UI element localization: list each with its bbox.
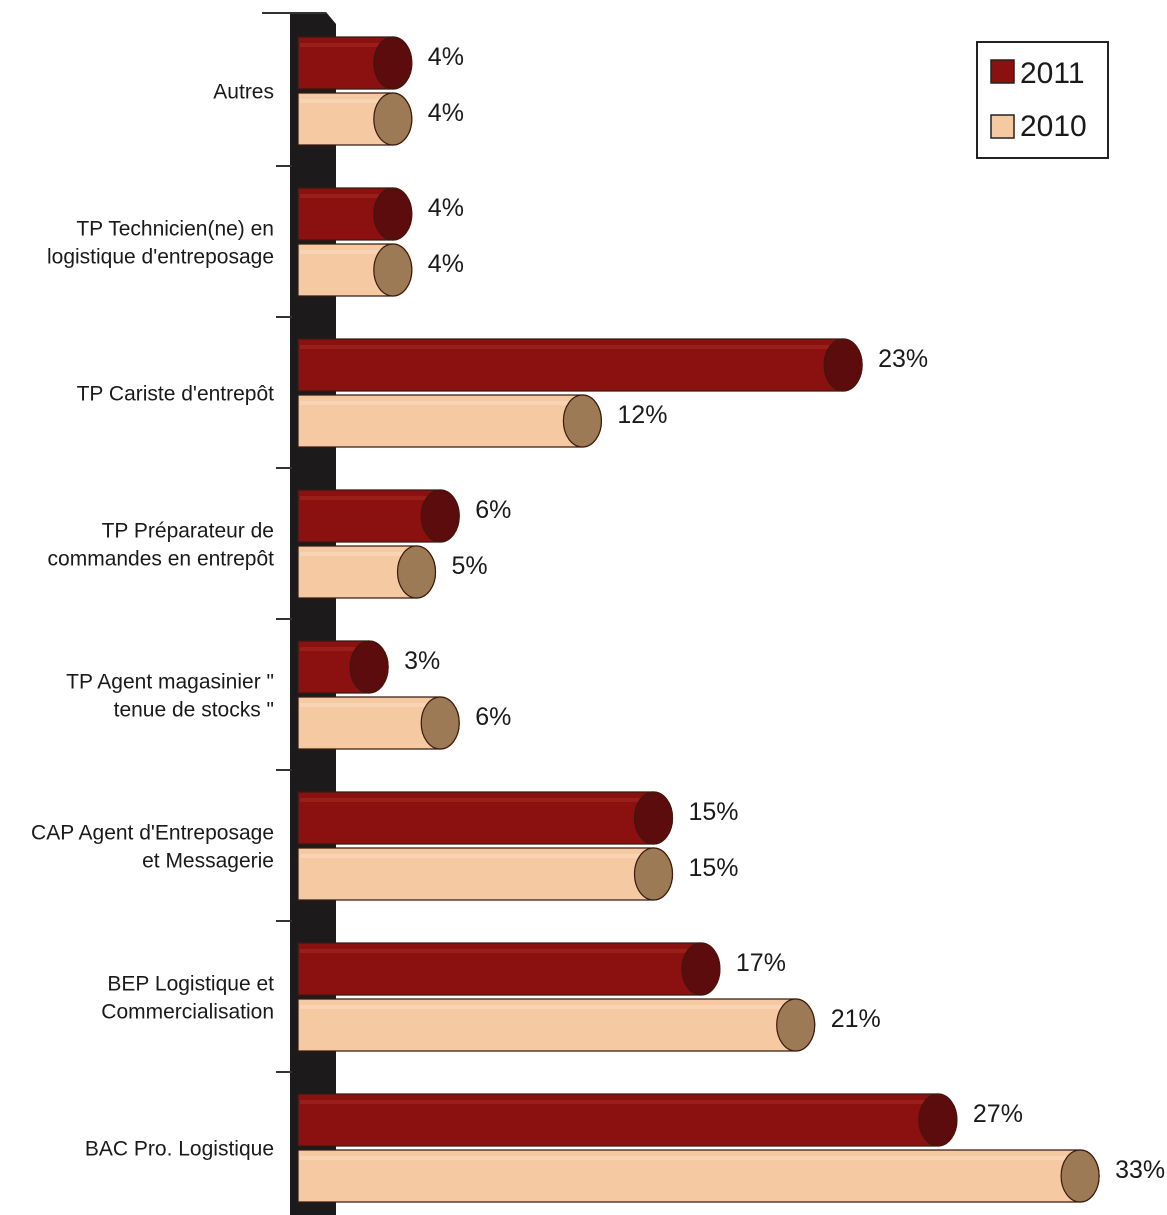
category-label: commandes en entrepôt	[48, 548, 275, 571]
bar-2011	[297, 187, 413, 241]
category-label: et Messagerie	[142, 850, 274, 873]
bar-cap	[396, 545, 437, 599]
bar-cap	[349, 640, 389, 694]
category-label: tenue de stocks "	[114, 699, 274, 722]
value-label: 21%	[831, 1005, 881, 1033]
value-label: 4%	[428, 250, 464, 278]
category-label: TP Cariste d'entrepôt	[77, 383, 275, 406]
bar-highlight	[300, 854, 652, 858]
bar-highlight	[300, 401, 581, 405]
bar-highlight	[300, 194, 391, 198]
bar-cap	[420, 489, 460, 543]
value-label: 6%	[475, 496, 511, 524]
value-label: 12%	[617, 401, 667, 429]
bar-highlight	[300, 43, 391, 47]
bar-cap	[1060, 1149, 1100, 1203]
legend-label-2010: 2010	[1020, 110, 1087, 143]
bar-highlight	[300, 647, 368, 651]
bar-2010	[297, 847, 674, 901]
category-label: Autres	[213, 81, 274, 104]
bar-cap	[681, 942, 721, 996]
value-label: 15%	[689, 854, 739, 882]
bar-highlight	[300, 250, 391, 254]
bar-2010	[297, 696, 460, 750]
bar-cap	[373, 92, 413, 146]
bar-cap	[420, 696, 460, 750]
category-label: BAC Pro. Logistique	[85, 1138, 274, 1161]
value-label: 4%	[428, 194, 464, 222]
axis-wall	[290, 12, 336, 1215]
value-label: 5%	[452, 552, 488, 580]
category-label: CAP Agent d'Entreposage	[31, 822, 274, 845]
bar-2010	[297, 243, 413, 297]
legend-swatch-2010	[990, 114, 1015, 139]
value-label: 23%	[878, 345, 928, 373]
bar-2010	[297, 1149, 1100, 1203]
category-label: logistique d'entreposage	[47, 246, 274, 269]
bar-highlight	[300, 552, 415, 556]
legend: 2011 2010	[976, 41, 1109, 159]
bar-2010	[297, 998, 816, 1052]
bar-highlight	[300, 1100, 936, 1104]
bar-2010	[297, 92, 413, 146]
bar-cap	[373, 36, 413, 90]
value-label: 6%	[475, 703, 511, 731]
bar-cap	[633, 847, 674, 901]
bar-cap	[373, 187, 413, 241]
bar-cap	[373, 243, 413, 297]
value-label: 15%	[689, 798, 739, 826]
category-label: TP Préparateur de	[102, 520, 274, 543]
bar-highlight	[300, 1156, 1079, 1160]
bar-cap	[918, 1093, 958, 1147]
bar-2010	[297, 545, 437, 599]
bar-cap	[633, 791, 674, 845]
bar-2011	[297, 338, 863, 392]
bar-2011	[297, 489, 460, 543]
category-label: BEP Logistique et	[107, 973, 274, 996]
value-label: 33%	[1115, 1156, 1165, 1184]
bar-cap	[562, 394, 603, 448]
bar-highlight	[300, 703, 439, 707]
legend-label-2011: 2011	[1020, 57, 1085, 90]
bar-2011	[297, 640, 389, 694]
bar-highlight	[300, 496, 439, 500]
bar-highlight	[300, 1005, 794, 1009]
bar-highlight	[300, 99, 391, 103]
bar-highlight	[300, 798, 652, 802]
value-label: 17%	[736, 949, 786, 977]
category-label: Commercialisation	[101, 1001, 274, 1024]
bar-2011	[297, 791, 674, 845]
category-label: TP Agent magasinier "	[66, 671, 274, 694]
legend-swatch-2011	[990, 59, 1015, 84]
bar-2011	[297, 1093, 958, 1147]
bar-2011	[297, 942, 721, 996]
value-label: 3%	[404, 647, 440, 675]
bar-cap	[823, 338, 863, 392]
category-label: TP Technicien(ne) en	[76, 218, 274, 241]
value-label: 4%	[428, 99, 464, 127]
bar-cap	[776, 998, 816, 1052]
bar-highlight	[300, 949, 699, 953]
value-label: 4%	[428, 43, 464, 71]
bar-2010	[297, 394, 603, 448]
bar-2011	[297, 36, 413, 90]
bar-highlight	[300, 345, 842, 349]
value-label: 27%	[973, 1100, 1023, 1128]
